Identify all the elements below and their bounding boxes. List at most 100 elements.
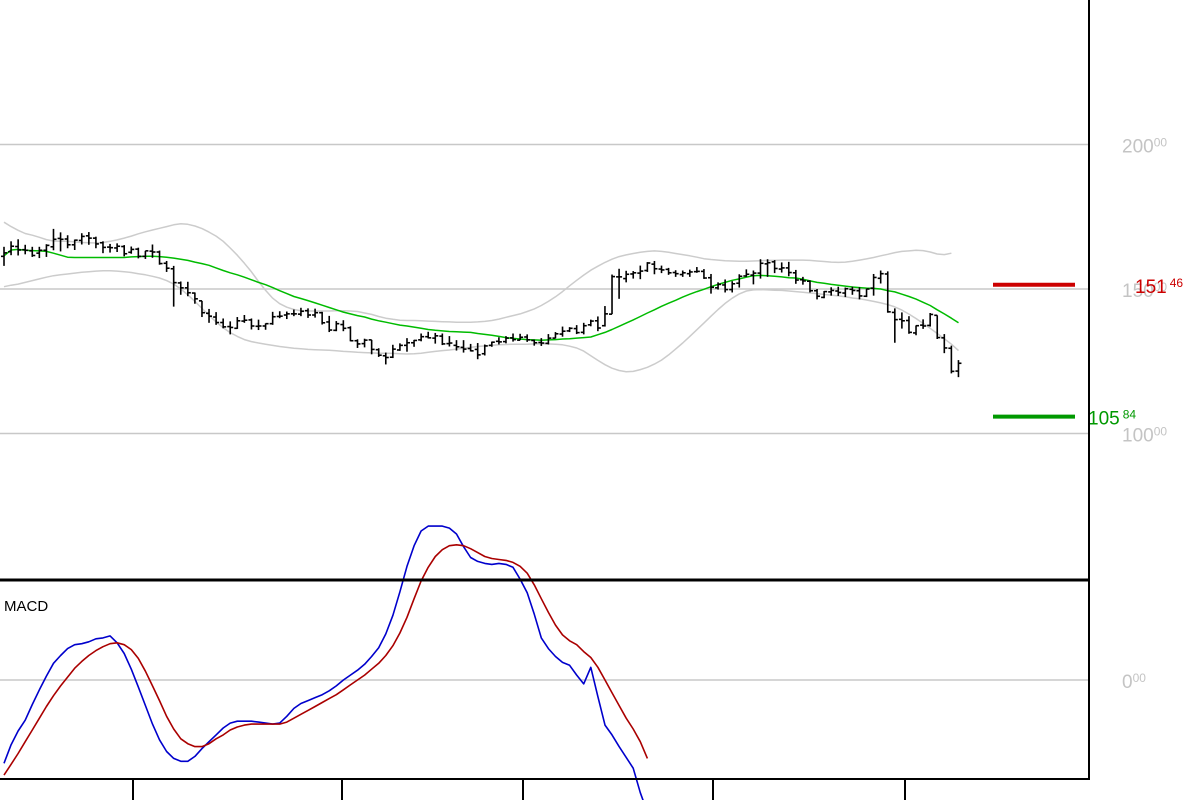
- ohlc-bar: [545, 334, 552, 345]
- ohlc-bar: [418, 333, 425, 342]
- ohlc-bar: [43, 244, 50, 257]
- ohlc-bar: [750, 270, 757, 285]
- ohlc-bar: [524, 334, 531, 342]
- ohlc-bar: [29, 246, 36, 257]
- ohlc-bar: [594, 316, 601, 332]
- ohlc-bar: [474, 343, 481, 360]
- ohlc-bar: [128, 246, 135, 254]
- ohlc-bar: [736, 274, 743, 288]
- ohlc-bar: [955, 360, 962, 378]
- ohlc-bar: [142, 250, 149, 259]
- ohlc-bar: [580, 322, 587, 335]
- ohlc-bar: [149, 244, 156, 258]
- ohlc-bar: [453, 340, 460, 351]
- ohlc-bar: [891, 308, 898, 343]
- ohlc-bar: [206, 308, 213, 323]
- macd-line: [3, 525, 646, 805]
- signal-line: [3, 543, 649, 776]
- ohlc-bar: [651, 260, 658, 275]
- ohlc-bar: [57, 232, 64, 252]
- ohlc-bar: [333, 321, 340, 332]
- ohlc-bar: [191, 292, 198, 304]
- ohlc-bar: [616, 268, 623, 299]
- ohlc-bar: [672, 270, 679, 277]
- ohlc-bar: [644, 262, 651, 272]
- ohlc-bar: [488, 341, 495, 347]
- ohlc-bar: [312, 308, 319, 318]
- ohlc-bar: [121, 245, 128, 257]
- ohlc-bar: [510, 333, 517, 342]
- ohlc-bar: [715, 282, 722, 290]
- ohlc-bar: [842, 287, 849, 298]
- ohlc-bar: [764, 259, 771, 277]
- ohlc-bar: [821, 290, 828, 299]
- ohlc-bar: [665, 267, 672, 275]
- ohlc-bar: [71, 239, 78, 250]
- ohlc-bar: [135, 247, 142, 259]
- ohlc-bar: [785, 261, 792, 277]
- ohlc-bar: [722, 279, 729, 293]
- ohlc-bar: [163, 260, 170, 272]
- ohlc-bar: [757, 259, 764, 279]
- ohlc-bar: [863, 288, 870, 298]
- ohlc-bar: [587, 319, 594, 327]
- ohlc-bar: [170, 265, 177, 307]
- ohlc-bar: [814, 289, 821, 300]
- ohlc-bar: [64, 235, 71, 249]
- ohlc-bar: [92, 236, 99, 249]
- ohlc-bar: [877, 270, 884, 284]
- ohlc-bar: [693, 267, 700, 273]
- ohlc-bar: [729, 281, 736, 293]
- ohlc-bar: [241, 315, 248, 323]
- ohlc-bar: [36, 246, 43, 259]
- ohlc-bar: [743, 269, 750, 277]
- ohlc-bar: [396, 343, 403, 351]
- ohlc-bar: [432, 332, 439, 344]
- ohlc-bar: [425, 331, 432, 339]
- ohlc-bar: [941, 334, 948, 354]
- ohlc-bar: [460, 340, 467, 353]
- ohlc-bar: [276, 311, 283, 319]
- ohlc-bar: [446, 336, 453, 347]
- ohlc-bars: [1, 228, 962, 378]
- ohlc-bar: [538, 338, 545, 346]
- ohlc-bar: [347, 326, 354, 342]
- macd-panel-title: MACD: [4, 598, 48, 615]
- ohlc-bar: [502, 336, 509, 344]
- moving-average-line: [3, 248, 959, 341]
- ohlc-bar: [806, 280, 813, 293]
- ohlc-bar: [234, 317, 241, 330]
- ohlc-bar: [220, 318, 227, 329]
- ohlc-bar: [708, 273, 714, 294]
- ohlc-bar: [920, 319, 927, 329]
- ohlc-bar: [305, 308, 312, 318]
- ohlc-bar: [227, 321, 234, 335]
- ohlc-bar: [8, 241, 15, 256]
- bollinger-lower-line: [3, 270, 960, 373]
- ohlc-bar: [99, 241, 106, 254]
- ohlc-bar: [283, 311, 290, 320]
- ohlc-bar: [107, 243, 114, 253]
- ohlc-bar: [297, 307, 304, 317]
- ohlc-bar: [870, 273, 877, 296]
- ohlc-bar: [85, 232, 92, 245]
- ohlc-bar: [319, 311, 326, 325]
- ohlc-bar: [184, 281, 191, 297]
- ohlc-bar: [354, 339, 361, 348]
- ohlc-bar: [771, 260, 778, 274]
- ohlc-bar: [15, 239, 22, 256]
- ohlc-bar: [368, 339, 375, 355]
- ohlc-bar: [934, 314, 941, 339]
- ohlc-bar: [262, 322, 269, 330]
- bollinger-upper-line: [3, 221, 952, 323]
- ohlc-bar: [637, 265, 644, 280]
- ohlc-bar: [1, 246, 7, 266]
- ohlc-bar: [382, 352, 389, 365]
- ohlc-bar: [552, 332, 559, 339]
- ohlc-bar: [375, 348, 382, 357]
- ohlc-bar: [686, 269, 693, 277]
- ohlc-bar: [778, 262, 785, 273]
- ohlc-bar: [269, 311, 276, 325]
